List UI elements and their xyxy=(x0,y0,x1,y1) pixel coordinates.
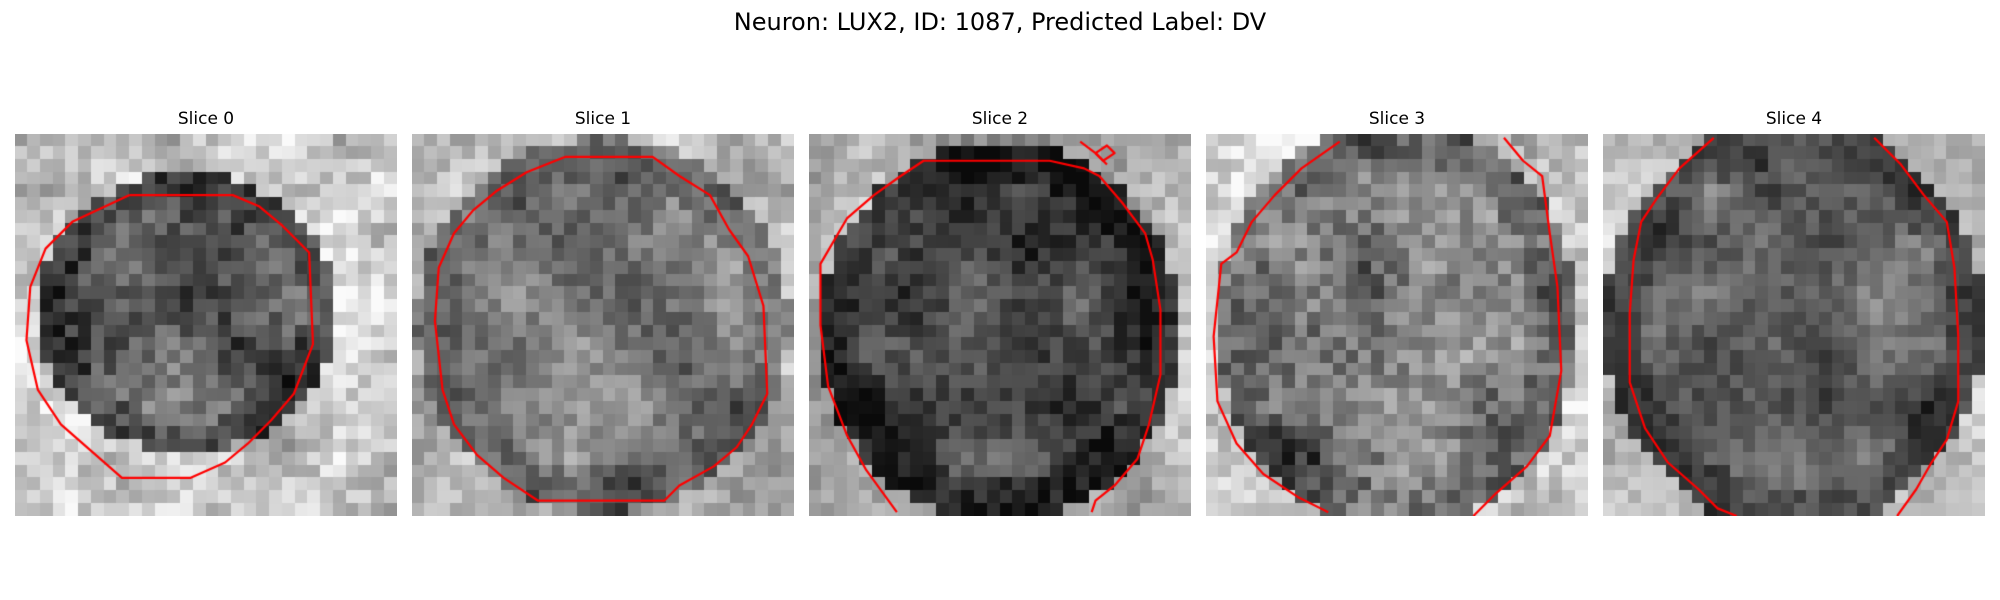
panel-title-slice-1: Slice 1 xyxy=(574,109,632,129)
figure-title: Neuron: LUX2, ID: 1087, Predicted Label:… xyxy=(733,8,1267,36)
slice-2-image xyxy=(809,134,1191,516)
slice-1-image xyxy=(412,134,794,516)
panel-title-slice-4: Slice 4 xyxy=(1765,109,1823,129)
panel-title-slice-0: Slice 0 xyxy=(177,109,235,129)
slice-3-image xyxy=(1206,134,1588,516)
slice-0-image xyxy=(15,134,397,516)
panel-title-slice-3: Slice 3 xyxy=(1368,109,1426,129)
panel-title-slice-2: Slice 2 xyxy=(971,109,1029,129)
slice-4-image xyxy=(1603,134,1985,516)
